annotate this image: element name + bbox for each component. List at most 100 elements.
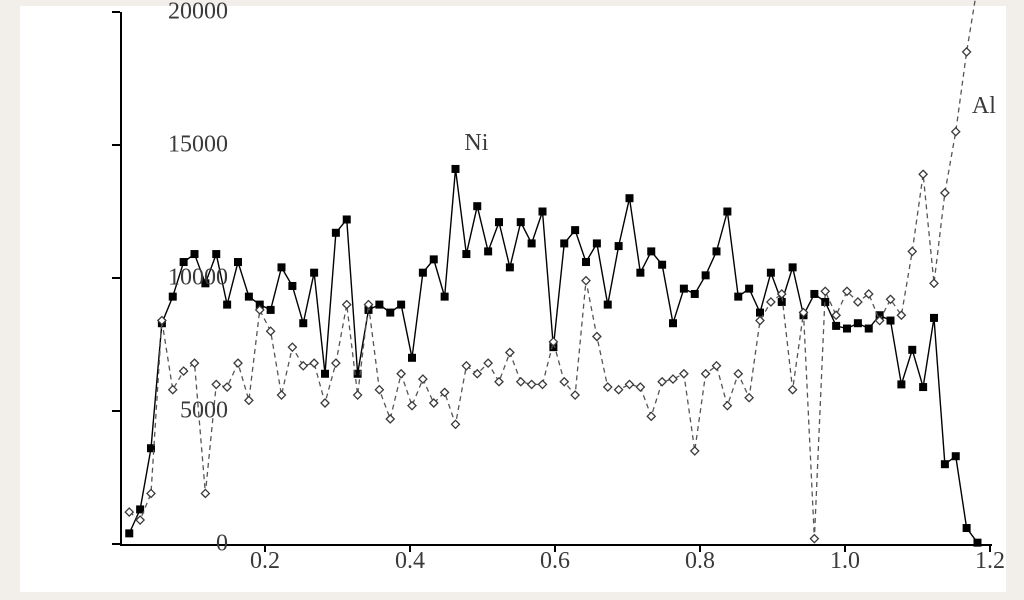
marker-ni [387,309,394,316]
marker-al [767,298,775,306]
marker-ni [343,216,350,223]
marker-ni [409,354,416,361]
marker-ni [941,461,948,468]
y-axis-label: 5000 [138,398,228,425]
y-axis-label: 10000 [138,265,228,292]
marker-al [680,370,688,378]
marker-al [310,359,318,367]
marker-ni [332,229,339,236]
marker-ni [506,264,513,271]
chart-svg [122,12,992,544]
marker-al [299,362,307,370]
marker-ni [485,248,492,255]
marker-ni [245,293,252,300]
marker-al [169,386,177,394]
marker-al [528,380,536,388]
series-line-al [129,0,977,539]
marker-ni [931,314,938,321]
marker-al [386,415,394,423]
marker-ni [224,301,231,308]
marker-al [723,402,731,410]
marker-al [267,327,275,335]
marker-al [245,396,253,404]
marker-al [321,399,329,407]
marker-ni [561,240,568,247]
marker-ni [430,256,437,263]
marker-ni [322,370,329,377]
y-tick [112,543,120,545]
marker-ni [713,248,720,255]
marker-al [332,359,340,367]
marker-al [745,394,753,402]
marker-al [223,383,231,391]
series-line-ni [129,169,977,543]
marker-al [419,375,427,383]
marker-ni [496,219,503,226]
marker-ni [604,301,611,308]
marker-al [539,380,547,388]
marker-al [658,378,666,386]
marker-al [963,48,971,56]
marker-ni [974,539,981,546]
marker-al [278,391,286,399]
marker-ni [887,317,894,324]
marker-al [604,383,612,391]
marker-ni [833,322,840,329]
marker-ni [528,240,535,247]
marker-al [593,333,601,341]
marker-ni [191,251,198,258]
marker-ni [735,293,742,300]
marker-ni [844,325,851,332]
marker-al [517,378,525,386]
marker-al [734,370,742,378]
marker-ni [854,320,861,327]
x-axis-label: 0.8 [685,548,715,575]
y-tick [112,277,120,279]
marker-ni [267,306,274,313]
marker-ni [648,248,655,255]
marker-ni [169,293,176,300]
marker-ni [452,165,459,172]
marker-al [201,489,209,497]
y-tick [112,144,120,146]
marker-al [908,247,916,255]
marker-ni [137,506,144,513]
marker-ni [593,240,600,247]
marker-ni [680,285,687,292]
marker-ni [789,264,796,271]
marker-ni [463,251,470,258]
marker-ni [767,269,774,276]
marker-al [647,412,655,420]
marker-ni [235,259,242,266]
marker-al [810,535,818,543]
marker-al [571,391,579,399]
marker-ni [517,219,524,226]
marker-al [560,378,568,386]
marker-ni [702,272,709,279]
marker-ni [952,453,959,460]
marker-al [288,343,296,351]
marker-ni [278,264,285,271]
marker-al [702,370,710,378]
marker-al [930,279,938,287]
marker-al [354,391,362,399]
marker-ni [865,325,872,332]
marker-ni [419,269,426,276]
marker-ni [583,259,590,266]
marker-al [615,386,623,394]
marker-ni [909,346,916,353]
marker-al [234,359,242,367]
marker-ni [289,282,296,289]
marker-ni [300,320,307,327]
marker-ni [626,195,633,202]
marker-ni [898,381,905,388]
marker-al [582,277,590,285]
marker-al [452,420,460,428]
marker-ni [757,309,764,316]
marker-al [147,489,155,497]
marker-al [212,380,220,388]
marker-al [636,383,644,391]
marker-ni [963,525,970,532]
marker-al [495,378,503,386]
marker-ni [126,530,133,537]
